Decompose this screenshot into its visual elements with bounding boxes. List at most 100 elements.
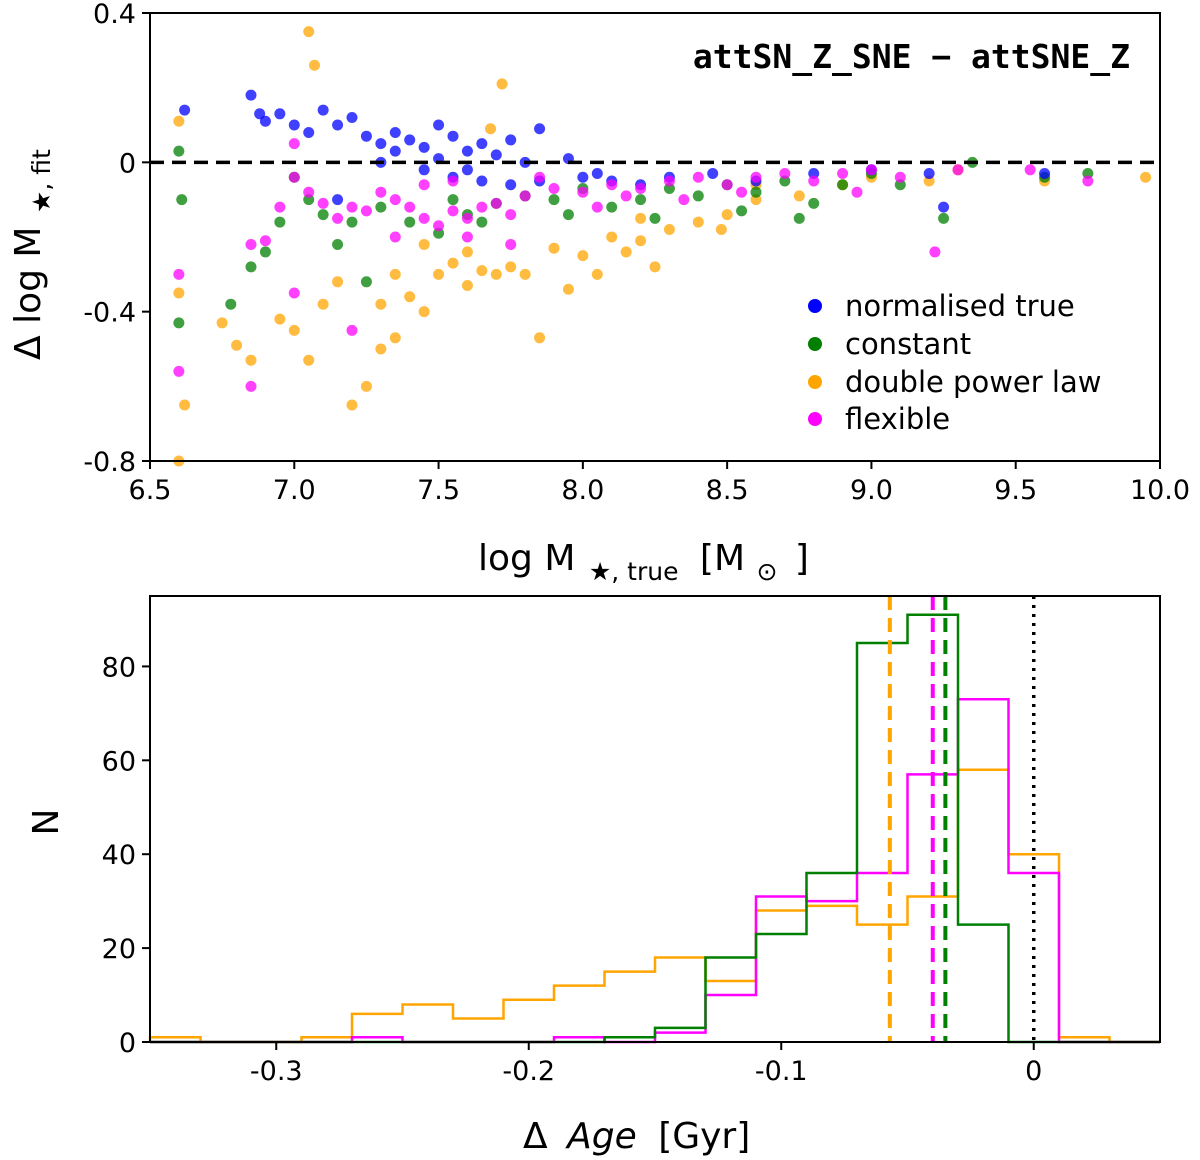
scatter-point-flexible xyxy=(808,175,820,187)
scatter-point-double-power-law xyxy=(461,280,473,292)
scatter-point-flexible xyxy=(548,182,560,194)
scatter-point-flexible xyxy=(505,209,517,221)
scatter-point-constant xyxy=(274,216,286,228)
scatter-point-normalised-true xyxy=(179,104,191,116)
scatter-point-normalised-true xyxy=(591,168,603,180)
scatter-point-normalised-true xyxy=(303,126,315,138)
svg-text:normalised true: normalised true xyxy=(845,289,1075,323)
scatter-point-normalised-true xyxy=(418,141,430,153)
x-tick-label: 6.5 xyxy=(129,475,172,506)
x-tick-label: 7.0 xyxy=(273,475,316,506)
y-tick-label: 40 xyxy=(102,840,136,871)
scatter-point-normalised-true xyxy=(707,168,719,180)
scatter-point-flexible xyxy=(663,175,675,187)
scatter-point-double-power-law xyxy=(346,399,358,411)
scatter-point-double-power-law xyxy=(562,283,574,295)
scatter-point-double-power-law xyxy=(577,250,589,262)
y-tick-label: 0 xyxy=(119,1028,136,1059)
scatter-point-flexible xyxy=(288,171,300,183)
scatter-point-flexible xyxy=(894,171,906,183)
scatter-point-flexible xyxy=(259,235,271,247)
scatter-y-label-subscript: ★, fit xyxy=(27,149,56,213)
scatter-point-double-power-law xyxy=(317,298,329,310)
scatter-point-flexible xyxy=(447,175,459,187)
x-tick-label: 8.0 xyxy=(561,475,604,506)
scatter-point-constant xyxy=(259,246,271,258)
scatter-point-normalised-true xyxy=(375,138,387,150)
scatter-point-double-power-law xyxy=(663,224,675,236)
legend-item-double-power-law: double power law xyxy=(808,365,1101,399)
scatter-point-flexible xyxy=(360,205,372,217)
scatter-point-constant xyxy=(447,194,459,206)
scatter-point-double-power-law xyxy=(274,313,286,325)
scatter-point-flexible xyxy=(173,268,185,280)
y-tick-label: 20 xyxy=(102,934,136,965)
scatter-point-normalised-true xyxy=(317,104,329,116)
scatter-point-double-power-law xyxy=(389,332,401,344)
scatter-point-flexible xyxy=(303,186,315,198)
legend-item-flexible: flexible xyxy=(808,402,950,436)
scatter-point-double-power-law xyxy=(476,265,488,277)
scatter-axes-frame xyxy=(149,12,1161,462)
scatter-point-double-power-law xyxy=(404,291,416,303)
scatter-point-constant xyxy=(225,298,237,310)
scatter-point-flexible xyxy=(534,171,546,183)
scatter-point-double-power-law xyxy=(389,268,401,280)
scatter-point-constant xyxy=(375,201,387,213)
scatter-point-constant xyxy=(476,216,488,228)
x-tick-label: -0.1 xyxy=(755,1056,808,1087)
scatter-point-flexible xyxy=(865,164,877,176)
scatter-point-flexible xyxy=(346,324,358,336)
scatter-title: attSN_Z_SNE − attSNE_Z xyxy=(693,37,1130,76)
scatter-point-flexible xyxy=(1024,164,1036,176)
scatter-point-double-power-law xyxy=(620,246,632,258)
y-tick-label: -0.8 xyxy=(83,447,136,478)
scatter-point-flexible xyxy=(447,205,459,217)
scatter-point-normalised-true xyxy=(418,164,430,176)
scatter-point-constant xyxy=(173,317,185,329)
scatter-point-flexible xyxy=(635,182,647,194)
scatter-point-constant xyxy=(793,212,805,224)
scatter-point-normalised-true xyxy=(274,108,286,120)
scatter-point-double-power-law xyxy=(173,115,185,127)
scatter-point-flexible xyxy=(332,212,344,224)
scatter-point-flexible xyxy=(433,220,445,232)
scatter-point-constant xyxy=(346,216,358,228)
scatter-point-normalised-true xyxy=(360,130,372,142)
scatter-point-constant xyxy=(649,212,661,224)
scatter-point-normalised-true xyxy=(1039,168,1051,180)
scatter-point-double-power-law xyxy=(591,268,603,280)
scatter-point-constant xyxy=(750,186,762,198)
scatter-point-constant xyxy=(808,197,820,209)
scatter-point-flexible xyxy=(317,197,329,209)
x-axis-ticks: 6.5 7.0 7.5 8.0 8.5 9.0 9.5 10.0 xyxy=(129,461,1190,506)
scatter-point-flexible xyxy=(620,190,632,202)
y-tick-label: 80 xyxy=(102,652,136,683)
scatter-point-normalised-true xyxy=(447,130,459,142)
scatter-point-double-power-law xyxy=(548,242,560,254)
scatter-point-normalised-true xyxy=(505,134,517,146)
scatter-point-double-power-law xyxy=(360,380,372,392)
scatter-point-flexible xyxy=(692,171,704,183)
scatter-point-normalised-true xyxy=(505,179,517,191)
scatter-point-double-power-law xyxy=(245,354,257,366)
scatter-point-flexible xyxy=(851,186,863,198)
scatter-point-normalised-true xyxy=(433,119,445,131)
scatter-point-double-power-law xyxy=(715,224,727,236)
x-axis-ticks: -0.3 -0.2 -0.1 0 xyxy=(250,1042,1042,1087)
x-tick-label: 9.0 xyxy=(850,475,893,506)
scatter-point-constant xyxy=(837,179,849,191)
median-lines xyxy=(887,596,1036,1042)
scatter-point-normalised-true xyxy=(389,145,401,157)
scatter-point-double-power-law xyxy=(485,123,497,135)
scatter-point-double-power-law xyxy=(534,332,546,344)
scatter-point-flexible xyxy=(606,179,618,191)
x-tick-label: 0 xyxy=(1025,1056,1042,1087)
scatter-point-flexible xyxy=(389,194,401,206)
scatter-point-double-power-law xyxy=(216,317,228,329)
scatter-point-double-power-law xyxy=(375,343,387,355)
scatter-point-constant xyxy=(332,238,344,250)
scatter-x-label: log M ★, true [M ⊙ ] xyxy=(478,538,809,589)
scatter-point-constant xyxy=(404,216,416,228)
x-tick-label: 9.5 xyxy=(994,475,1037,506)
